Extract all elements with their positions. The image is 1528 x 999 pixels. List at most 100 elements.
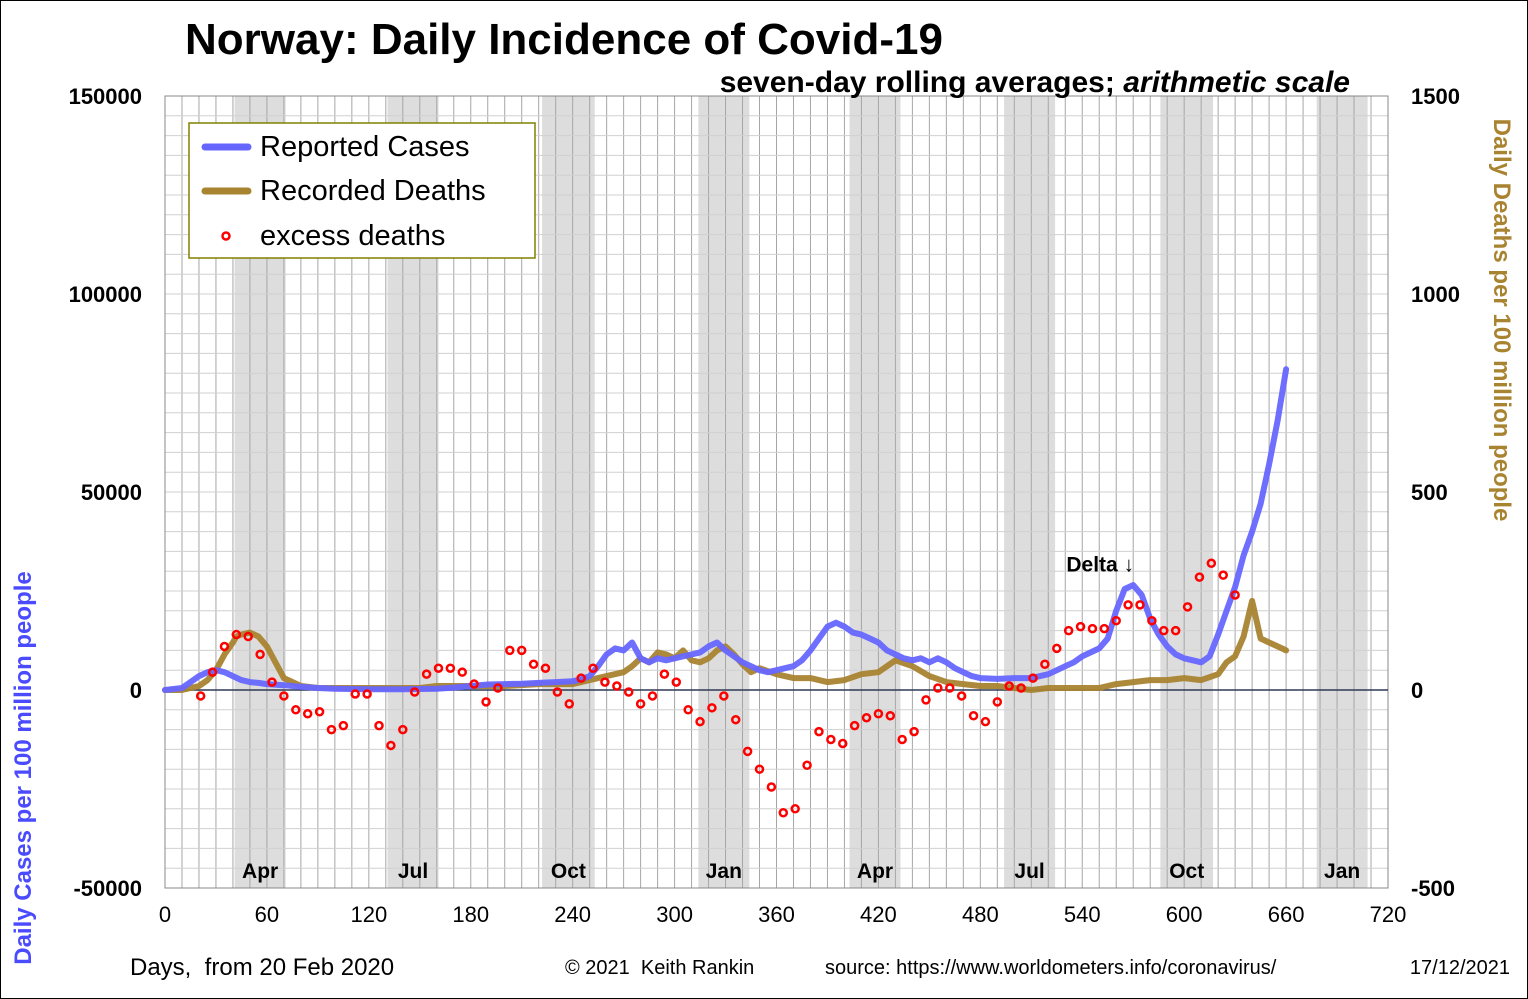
excess-death-point	[826, 734, 836, 745]
excess-death-point	[350, 689, 360, 699]
excess-death-point	[279, 691, 289, 701]
excess-death-point	[386, 740, 396, 751]
source-text: source: https://www.worldometers.info/co…	[825, 957, 1277, 979]
excess-death-point	[1123, 600, 1133, 610]
x-tick-labels: 0 60 120 180 240 300 360 420 480 540 600 660 720	[159, 902, 1406, 927]
copyright-text: © 2021 Keith Rankin	[565, 957, 754, 979]
y-left-tick-label: 150000	[69, 84, 142, 109]
y-right-tick-label: -500	[1411, 876, 1455, 901]
excess-death-point	[493, 683, 503, 693]
x-tick-label: 300	[656, 902, 693, 927]
excess-death-point	[921, 695, 931, 705]
excess-death-point	[1087, 623, 1098, 634]
excess-death-point	[635, 699, 646, 709]
y-right-tick-label: 1500	[1411, 84, 1460, 109]
excess-death-point	[267, 677, 277, 687]
y-axis-left-label: Daily Cases per 100 million people	[10, 571, 37, 965]
x-tick-label: 540	[1064, 902, 1101, 927]
x-tick-label: 360	[758, 902, 795, 927]
x-tick-label: 420	[860, 902, 897, 927]
subtitle-plain: seven-day rolling averages;	[720, 66, 1115, 99]
x-tick-label: 660	[1268, 902, 1305, 927]
band-label: Oct	[1169, 860, 1204, 883]
excess-death-point	[302, 709, 313, 719]
excess-death-point	[980, 716, 991, 727]
excess-death-point	[695, 716, 705, 727]
excess-death-point	[243, 631, 253, 642]
excess-death-point	[1194, 572, 1205, 582]
excess-death-point	[1135, 600, 1145, 610]
band-label: Oct	[551, 860, 586, 883]
series-layer	[162, 366, 1290, 818]
excess-death-point	[588, 663, 598, 673]
excess-death-point	[1182, 602, 1193, 612]
excess-death-point	[540, 663, 551, 673]
excess-death-point	[291, 705, 301, 715]
excess-death-point	[374, 720, 384, 731]
excess-death-point	[564, 699, 575, 709]
excess-death-point	[528, 659, 539, 670]
excess-death-point	[933, 683, 943, 693]
excess-death-point	[219, 641, 230, 652]
legend-label-excess: excess deaths	[260, 220, 445, 252]
excess-death-point	[612, 681, 622, 691]
legend-label-deaths: Recorded Deaths	[260, 175, 486, 207]
excess-death-point	[730, 714, 741, 725]
chart-subtitle: seven-day rolling averages; arithmetic s…	[720, 66, 1350, 99]
excess-death-point	[1147, 615, 1157, 626]
excess-death-point	[421, 669, 432, 679]
band-label: Apr	[242, 860, 278, 883]
recorded-deaths-line	[162, 597, 1290, 693]
excess-death-point	[398, 724, 408, 735]
excess-death-point	[576, 673, 586, 683]
x-tick-label: 480	[962, 902, 999, 927]
subtitle-italic: arithmetic scale	[1123, 66, 1350, 99]
excess-death-point	[362, 689, 372, 699]
excess-death-point	[314, 707, 325, 717]
delta-annotation: Delta ↓	[1066, 553, 1134, 576]
excess-death-point	[207, 667, 218, 677]
excess-death-point	[195, 691, 206, 701]
excess-death-point	[873, 709, 884, 719]
excess-death-point	[623, 687, 634, 697]
excess-death-point	[552, 687, 563, 697]
excess-death-point	[469, 679, 479, 689]
excess-death-point	[754, 764, 765, 774]
excess-death-point	[1230, 590, 1240, 600]
excess-death-point	[837, 738, 848, 749]
excess-death-point	[802, 760, 812, 770]
excess-death-point	[1170, 625, 1181, 636]
excess-death-point	[861, 712, 872, 723]
y-right-tick-label: 0	[1411, 678, 1423, 703]
left-y-tick-labels: 150000 100000 50000 0 -50000	[69, 84, 142, 901]
x-tick-label: 0	[159, 902, 171, 927]
excess-death-point	[1159, 625, 1169, 636]
excess-death-point	[945, 683, 955, 693]
excess-death-point	[1063, 625, 1074, 636]
excess-death-point	[659, 669, 670, 679]
excess-death-point	[326, 724, 337, 735]
excess-death-point	[909, 726, 919, 737]
excess-death-point	[778, 808, 789, 818]
y-right-tick-label: 500	[1411, 480, 1448, 505]
excess-death-point	[1052, 643, 1062, 654]
x-tick-label: 240	[554, 902, 591, 927]
excess-death-point	[1099, 623, 1110, 634]
band-label: Jan	[706, 860, 742, 883]
excess-death-point	[897, 734, 907, 745]
excess-death-point	[707, 703, 717, 713]
legend-marker-excess	[221, 231, 231, 241]
excess-death-point	[742, 746, 753, 757]
date-text: 17/12/2021	[1410, 957, 1510, 979]
excess-death-point	[1004, 681, 1014, 691]
x-tick-label: 600	[1166, 902, 1203, 927]
month-labels: Apr Jul Oct Jan Apr Jul Oct Jan	[242, 860, 1360, 883]
x-tick-label: 180	[452, 902, 489, 927]
chart-title: Norway: Daily Incidence of Covid-19	[185, 15, 943, 64]
excess-death-point	[790, 804, 800, 814]
excess-death-point	[956, 691, 967, 701]
excess-death-point	[409, 687, 420, 697]
right-y-tick-labels: 1500 1000 500 0 -500	[1411, 84, 1460, 901]
excess-death-point	[671, 677, 682, 687]
